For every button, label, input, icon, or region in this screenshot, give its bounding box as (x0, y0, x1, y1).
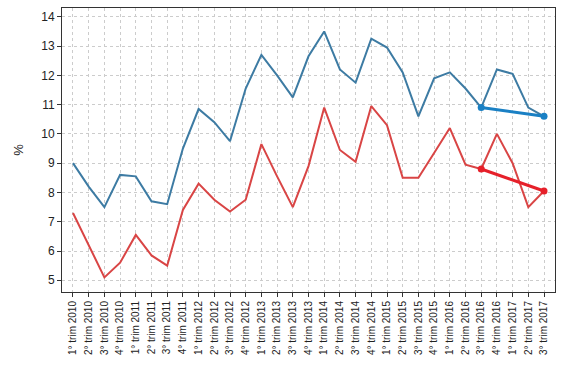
svg-text:13: 13 (41, 39, 55, 53)
svg-text:4° trim 2013: 4° trim 2013 (303, 301, 314, 355)
svg-text:2° trim 2016: 2° trim 2016 (460, 301, 471, 355)
svg-text:1° trim 2013: 1° trim 2013 (256, 301, 267, 355)
svg-text:4° trim 2014: 4° trim 2014 (366, 301, 377, 355)
svg-text:3° trim 2014: 3° trim 2014 (350, 301, 361, 355)
svg-text:1° trim 2010: 1° trim 2010 (67, 301, 78, 355)
svg-text:2° trim 2015: 2° trim 2015 (397, 301, 408, 355)
svg-text:6: 6 (48, 244, 55, 258)
svg-text:1° trim 2016: 1° trim 2016 (444, 301, 455, 355)
svg-text:3° trim 2015: 3° trim 2015 (413, 301, 424, 355)
svg-text:2° trim 2011: 2° trim 2011 (146, 301, 157, 355)
svg-text:1° trim 2012: 1° trim 2012 (193, 301, 204, 355)
svg-text:10: 10 (41, 127, 55, 141)
svg-text:2° trim 2013: 2° trim 2013 (271, 301, 282, 355)
svg-text:1° trim 2015: 1° trim 2015 (381, 301, 392, 355)
svg-text:4° trim 2012: 4° trim 2012 (240, 301, 251, 355)
svg-text:1° trim 2017: 1° trim 2017 (507, 301, 518, 355)
svg-text:2° trim 2017: 2° trim 2017 (523, 301, 534, 355)
svg-text:7: 7 (48, 215, 55, 229)
svg-text:4° trim 2016: 4° trim 2016 (491, 301, 502, 355)
svg-text:2° trim 2012: 2° trim 2012 (209, 301, 220, 355)
svg-text:3° trim 2017: 3° trim 2017 (538, 301, 549, 355)
svg-text:3° trim 2016: 3° trim 2016 (475, 301, 486, 355)
svg-text:3° trim 2012: 3° trim 2012 (224, 301, 235, 355)
svg-text:4° trim 2010: 4° trim 2010 (114, 301, 125, 355)
svg-text:%: % (11, 144, 26, 156)
svg-text:2° trim 2010: 2° trim 2010 (83, 301, 94, 355)
svg-text:4° trim 2011: 4° trim 2011 (177, 301, 188, 355)
svg-text:3° trim 2010: 3° trim 2010 (99, 301, 110, 355)
svg-text:12: 12 (41, 69, 55, 83)
svg-text:3° trim 2011: 3° trim 2011 (161, 301, 172, 355)
svg-text:11: 11 (42, 98, 55, 112)
svg-text:2° trim 2014: 2° trim 2014 (334, 301, 345, 355)
svg-text:9: 9 (48, 156, 55, 170)
svg-text:1° trim 2011: 1° trim 2011 (130, 301, 141, 355)
svg-text:14: 14 (41, 10, 55, 24)
svg-text:5: 5 (48, 273, 55, 287)
svg-text:3° trim 2013: 3° trim 2013 (287, 301, 298, 355)
svg-text:1° trim 2014: 1° trim 2014 (318, 301, 329, 355)
svg-text:8: 8 (48, 186, 55, 200)
svg-text:4° trim 2015: 4° trim 2015 (428, 301, 439, 355)
